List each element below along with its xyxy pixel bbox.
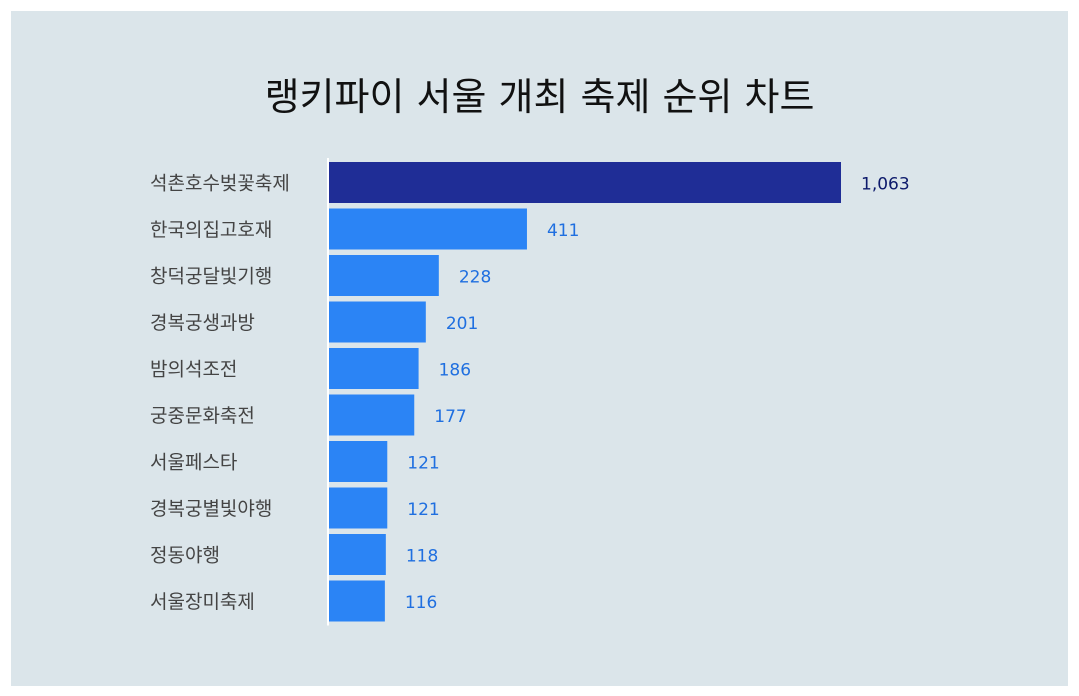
bar [329,301,426,343]
value-label: 118 [406,547,438,567]
bar [329,487,388,529]
bar [329,580,385,622]
value-label: 228 [459,268,491,288]
value-labels: 1,063 411 228 201 186 177 121 121 118 116 [405,175,910,614]
bar [329,441,388,482]
bar [329,394,415,436]
category-label: 한국의집고호재 [150,219,272,241]
value-label: 116 [405,593,437,613]
value-label: 186 [439,361,471,381]
bar [329,162,841,203]
value-label: 177 [434,407,466,427]
value-label: 121 [407,500,439,520]
chart-title: 랭키파이 서울 개최 축제 순위 차트 [264,75,815,119]
category-label: 경복궁생과방 [150,312,255,334]
bar [329,255,439,296]
category-label: 서울페스타 [150,452,237,474]
category-label: 석촌호수벚꽃축제 [150,173,290,195]
category-label: 밤의석조전 [150,359,237,381]
category-label: 정동야행 [150,545,220,567]
category-labels: 석촌호수벚꽃축제한국의집고호재창덕궁달빛기행경복궁생과방밤의석조전궁중문화축전서… [150,173,290,614]
value-label: 411 [547,221,579,241]
bar [329,534,386,575]
value-label: 201 [446,314,478,334]
category-label: 서울장미축제 [150,591,255,613]
value-label: 1,063 [861,175,910,195]
bar [329,348,419,389]
category-label: 궁중문화축전 [150,405,255,427]
value-label: 121 [407,454,439,474]
bar [329,208,527,250]
bars [329,162,841,622]
chart-panel [11,11,1068,686]
category-label: 창덕궁달빛기행 [150,266,272,288]
category-label: 경복궁별빛야행 [150,498,272,520]
